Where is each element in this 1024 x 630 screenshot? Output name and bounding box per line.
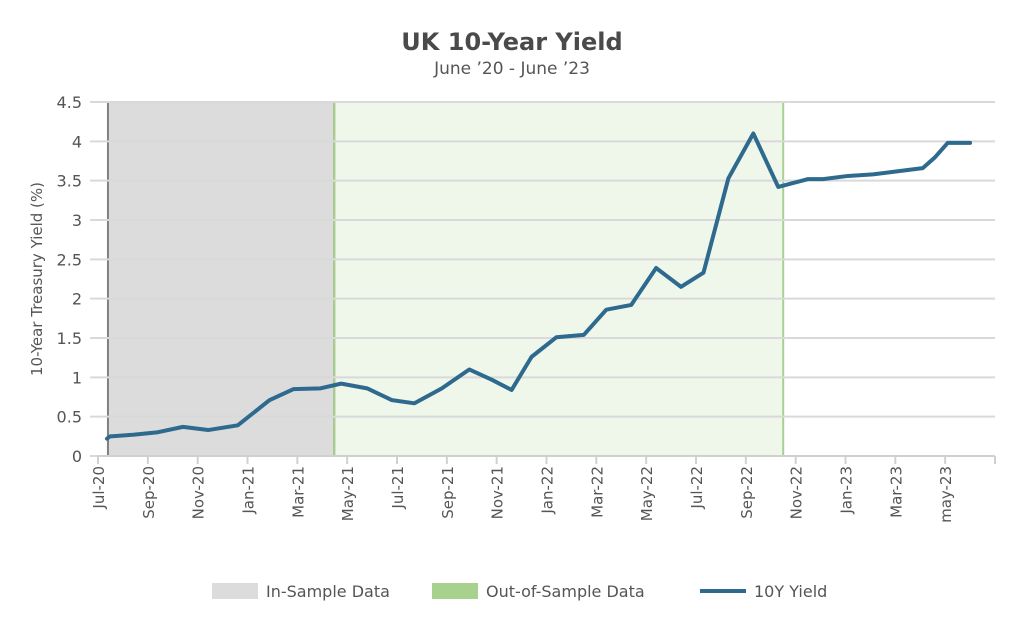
y-tick-label: 2.5 [57,250,82,269]
x-tick-label: Jul-22 [688,466,706,510]
x-tick-label: Mar-22 [588,466,606,518]
region-in-sample [107,102,335,456]
series-line-10y-yield [104,131,973,441]
x-tick-label: Jul-21 [389,466,407,510]
x-tick-label: Jan-22 [539,466,557,515]
legend-swatch-in-sample [212,583,258,599]
chart-title: UK 10-Year Yield [401,28,622,56]
x-tick-label: Jul-20 [90,466,108,510]
y-tick-label: 2 [72,290,82,309]
x-tick-label: Nov-21 [489,466,507,519]
x-tick-label: Jan-21 [240,466,258,515]
x-tick-label: Nov-20 [190,466,208,519]
y-tick-label: 3 [72,211,82,230]
y-tick-label: 0.5 [57,408,82,427]
y-tick-label: 0 [72,447,82,466]
legend-swatch-out-of-sample [432,583,478,599]
y-tick-label: 4 [72,132,82,151]
legend-label-in-sample: In-Sample Data [266,582,390,601]
legend-label-10y-yield: 10Y Yield [754,582,827,601]
x-tick-label: Nov-22 [788,466,806,519]
x-tick-label: Mar-23 [887,466,905,518]
x-tick-label: Sep-22 [738,466,756,519]
y-tick-label: 1 [72,368,82,387]
y-tick-label: 4.5 [57,93,82,112]
y-axis-label: 10-Year Treasury Yield (%) [28,182,46,376]
chart-subtitle: June ’20 - June ’23 [433,59,590,79]
x-tick-label: Sep-20 [140,466,158,519]
x-tick-label: Jan-23 [838,466,856,515]
x-tick-label: Sep-21 [439,466,457,519]
y-tick-label: 3.5 [57,172,82,191]
x-tick-label: may-23 [937,466,955,523]
x-tick-label: Mar-21 [289,466,307,518]
region-out-of-sample [334,102,784,456]
x-tick-label: May-22 [638,466,656,521]
x-tick-label: May-21 [339,466,357,521]
y-tick-label: 1.5 [57,329,82,348]
legend-label-out-of-sample: Out-of-Sample Data [486,582,645,601]
